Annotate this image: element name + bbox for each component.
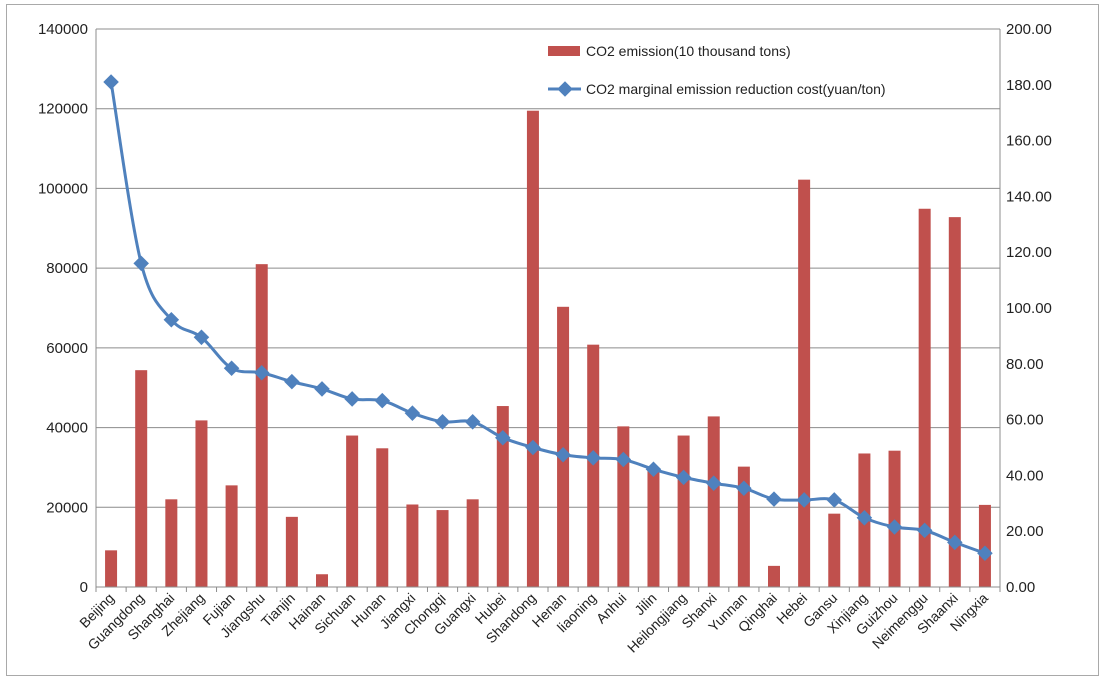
bar: [526, 110, 539, 587]
left-tick-label: 20000: [46, 499, 88, 516]
chart-frame: 0 20000 40000 60000 80000 100000 120000 140000 …: [6, 4, 1099, 676]
bar: [496, 406, 509, 587]
left-axis-ticks: 0 20000 40000 60000 80000 100000 120000 140000: [38, 21, 88, 596]
bar: [587, 344, 600, 587]
line-point: [886, 519, 903, 535]
gridlines: [96, 28, 1000, 508]
line-point: [223, 360, 240, 377]
right-tick-label: 160.00: [1006, 133, 1052, 150]
line-point: [374, 392, 391, 409]
bar: [828, 513, 841, 587]
line-point: [314, 381, 330, 397]
legend-swatch-bar: [548, 46, 580, 56]
bar: [707, 416, 720, 587]
line-point: [856, 510, 873, 526]
right-tick-label: 60.00: [1006, 412, 1044, 429]
right-tick-label: 20.00: [1006, 523, 1044, 540]
bar: [466, 499, 479, 587]
right-tick-label: 0.00: [1006, 579, 1035, 596]
legend-label-line: CO2 marginal emission reduction cost(yua…: [586, 81, 886, 97]
legend: CO2 emission(10 thousand tons) CO2 margi…: [548, 43, 886, 97]
right-tick-label: 80.00: [1006, 356, 1044, 373]
left-tick-label: 100000: [38, 180, 88, 197]
bar: [316, 574, 328, 587]
right-axis-ticks: 0.00 20.00 40.00 60.00 80.00 100.00 120.00 140.…: [1006, 21, 1052, 596]
bar-series-co2-emission: [105, 110, 991, 587]
line-point: [284, 373, 300, 390]
right-tick-label: 200.00: [1006, 21, 1052, 38]
left-tick-label: 0: [80, 579, 88, 596]
bar: [135, 370, 148, 587]
line-point: [977, 545, 993, 562]
category-label: Anhui: [593, 590, 630, 627]
bar: [436, 510, 449, 587]
line-point: [193, 329, 210, 346]
bar: [768, 565, 780, 587]
line-point: [947, 534, 963, 551]
bar: [195, 420, 208, 587]
bar: [346, 435, 359, 587]
right-tick-label: 100.00: [1006, 300, 1052, 317]
left-tick-label: 140000: [38, 21, 88, 38]
line-point: [916, 522, 933, 539]
right-tick-label: 120.00: [1006, 244, 1052, 261]
line-point: [766, 491, 782, 507]
right-tick-label: 140.00: [1006, 188, 1052, 205]
left-tick-label: 120000: [38, 101, 88, 118]
bar: [677, 435, 690, 587]
bar: [557, 306, 570, 587]
bar: [255, 264, 268, 587]
line-point: [163, 311, 180, 328]
bar: [918, 208, 931, 587]
bar: [105, 550, 118, 587]
series-line: [109, 81, 986, 555]
line-point: [103, 74, 119, 90]
chart-svg: 020000400006000080000100000120000140000 …: [38, 21, 1052, 656]
axes: [95, 29, 1001, 592]
bar: [225, 485, 238, 587]
left-tick-label: 40000: [46, 420, 88, 437]
category-labels: BeijingGuangdongShanghaiZhejiangFujianJi…: [76, 590, 991, 656]
bar: [285, 516, 298, 587]
bar: [888, 450, 901, 587]
bar: [617, 426, 630, 587]
line-point: [826, 492, 843, 508]
line-point: [404, 405, 421, 421]
left-tick-label: 80000: [46, 260, 88, 277]
line-point: [344, 391, 360, 407]
bar: [376, 448, 389, 587]
bar: [948, 217, 961, 587]
bar: [798, 179, 811, 587]
right-tick-label: 180.00: [1006, 77, 1052, 94]
line-point: [133, 255, 149, 272]
right-tick-label: 40.00: [1006, 467, 1044, 484]
legend-label-bar: CO2 emission(10 thousand tons): [586, 43, 791, 59]
left-tick-label: 60000: [46, 340, 88, 357]
legend-swatch-marker: [557, 81, 573, 97]
bar: [406, 504, 419, 587]
bar: [737, 466, 750, 587]
bar: [647, 467, 660, 587]
bar: [165, 499, 178, 587]
